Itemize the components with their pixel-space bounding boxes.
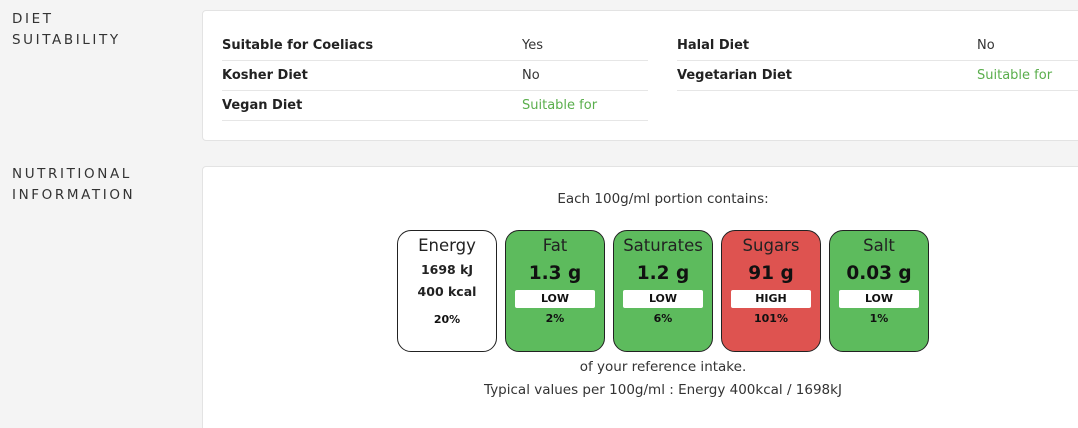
diet-item-name: Vegetarian Diet <box>677 68 792 83</box>
fat-name: Fat <box>542 236 568 255</box>
diet-item-name: Suitable for Coeliacs <box>222 38 374 53</box>
salt-light: Salt 0.03 g LOW 1% <box>829 230 929 352</box>
sugars-name: Sugars <box>742 236 800 255</box>
nutritional-information-card: Each 100g/ml portion contains: Energy 16… <box>202 166 1078 428</box>
fat-percent: 2% <box>545 312 565 325</box>
saturates-name: Saturates <box>623 236 703 255</box>
diet-item-value: No <box>977 38 995 53</box>
energy-kj: 1698 kJ <box>420 262 474 277</box>
diet-row-coeliacs: Suitable for Coeliacs Yes <box>222 31 648 61</box>
sugars-amount: 91 g <box>748 263 794 284</box>
energy-kcal: 400 kcal <box>417 284 477 299</box>
energy-name: Energy <box>418 236 476 255</box>
portion-title: Each 100g/ml portion contains: <box>557 191 769 207</box>
fat-level-badge: LOW <box>515 290 595 308</box>
saturates-level-badge: LOW <box>623 290 703 308</box>
salt-level-badge: LOW <box>839 290 919 308</box>
sugars-level-badge: HIGH <box>731 290 811 308</box>
fat-light: Fat 1.3 g LOW 2% <box>505 230 605 352</box>
diet-item-value: Suitable for <box>977 68 1053 83</box>
diet-row-halal: Halal Diet No <box>677 31 1078 61</box>
energy-percent: 20% <box>433 313 461 326</box>
diet-item-value: No <box>522 68 540 83</box>
diet-suitability-heading: DIET SUITABILITY <box>12 11 121 48</box>
saturates-amount: 1.2 g <box>636 263 690 284</box>
diet-row-vegan: Vegan Diet Suitable for <box>222 91 648 121</box>
diet-item-name: Halal Diet <box>677 38 750 53</box>
saturates-percent: 6% <box>653 312 673 325</box>
nutritional-information-heading: NUTRITIONAL INFORMATION <box>12 166 136 203</box>
salt-amount: 0.03 g <box>846 263 912 284</box>
diet-row-vegetarian: Vegetarian Diet Suitable for <box>677 61 1078 91</box>
reference-intake-text: of your reference intake. <box>579 359 747 375</box>
sugars-percent: 101% <box>754 312 788 325</box>
fat-amount: 1.3 g <box>528 263 582 284</box>
energy-light: Energy 1698 kJ 400 kcal 20% <box>397 230 497 352</box>
saturates-light: Saturates 1.2 g LOW 6% <box>613 230 713 352</box>
diet-item-name: Vegan Diet <box>222 98 303 113</box>
diet-row-kosher: Kosher Diet No <box>222 61 648 91</box>
diet-suitability-card: Suitable for Coeliacs Yes Kosher Diet No… <box>202 10 1078 141</box>
sugars-light: Sugars 91 g HIGH 101% <box>721 230 821 352</box>
salt-percent: 1% <box>869 312 889 325</box>
salt-name: Salt <box>863 236 895 255</box>
diet-item-value: Suitable for <box>522 98 598 113</box>
diet-item-value: Yes <box>522 38 543 53</box>
typical-values-text: Typical values per 100g/ml : Energy 400k… <box>484 382 842 398</box>
diet-item-name: Kosher Diet <box>222 68 308 83</box>
